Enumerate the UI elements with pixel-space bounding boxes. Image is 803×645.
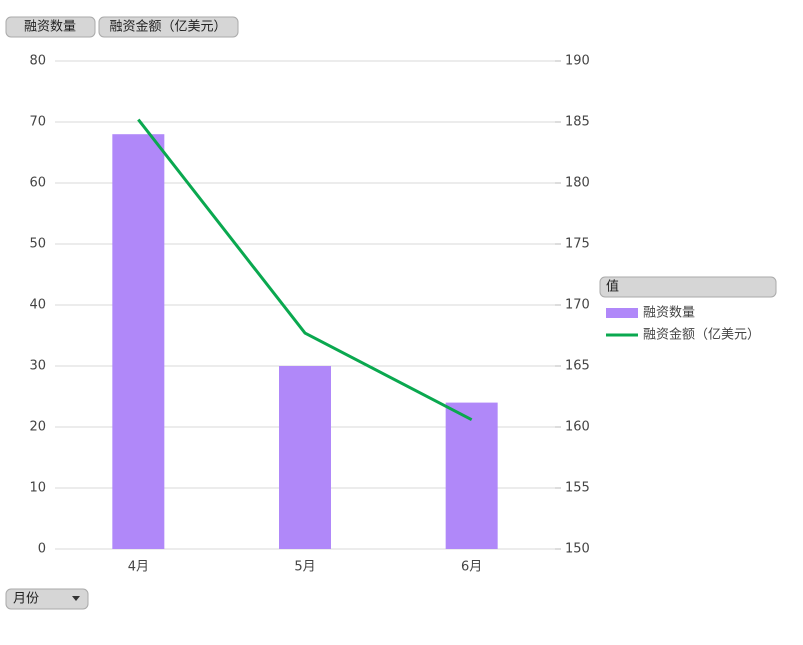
field-button-label: 融资数量 bbox=[24, 20, 76, 35]
y-tick-label: 60 bbox=[29, 176, 46, 191]
y-tick-label: 70 bbox=[29, 115, 46, 130]
y2-tick-label: 165 bbox=[565, 359, 590, 374]
bar bbox=[445, 402, 498, 549]
y2-tick-label: 155 bbox=[565, 481, 590, 496]
y2-tick-label: 175 bbox=[565, 237, 590, 252]
field-button[interactable] bbox=[98, 16, 239, 38]
bar bbox=[112, 134, 165, 549]
y-tick-label: 0 bbox=[38, 542, 46, 557]
x-tick-label: 6月 bbox=[461, 560, 482, 575]
dropdown-arrow bbox=[72, 596, 80, 601]
y-tick-label: 20 bbox=[29, 420, 46, 435]
axis-field-button[interactable] bbox=[5, 588, 89, 610]
y2-tick-label: 170 bbox=[565, 298, 590, 313]
line bbox=[137, 118, 473, 422]
bar bbox=[279, 366, 331, 549]
y2-tick-label: 150 bbox=[565, 542, 590, 557]
y2-tick-label: 190 bbox=[565, 54, 590, 69]
x-tick-label: 5月 bbox=[294, 560, 315, 575]
field-button-label: 融资金额（亿美元） bbox=[109, 19, 226, 35]
y-tick-label: 80 bbox=[29, 54, 46, 69]
y-tick-label: 50 bbox=[29, 237, 46, 252]
legend-title-bar bbox=[599, 276, 777, 298]
x-tick-label: 4月 bbox=[128, 560, 149, 575]
y-tick-label: 40 bbox=[29, 298, 46, 313]
x-axis-label: 月份 bbox=[13, 592, 39, 607]
y2-tick-label: 185 bbox=[565, 115, 590, 130]
legend-label: 融资数量 bbox=[643, 306, 695, 321]
y-tick-label: 10 bbox=[29, 481, 46, 496]
legend-label: 融资金额（亿美元） bbox=[643, 327, 760, 343]
y2-tick-label: 160 bbox=[565, 420, 590, 435]
legend-swatch bbox=[606, 308, 638, 318]
legend-title: 值 bbox=[606, 279, 619, 295]
y2-tick-label: 180 bbox=[565, 176, 590, 191]
y-tick-label: 30 bbox=[29, 359, 46, 374]
field-button[interactable] bbox=[5, 16, 96, 38]
